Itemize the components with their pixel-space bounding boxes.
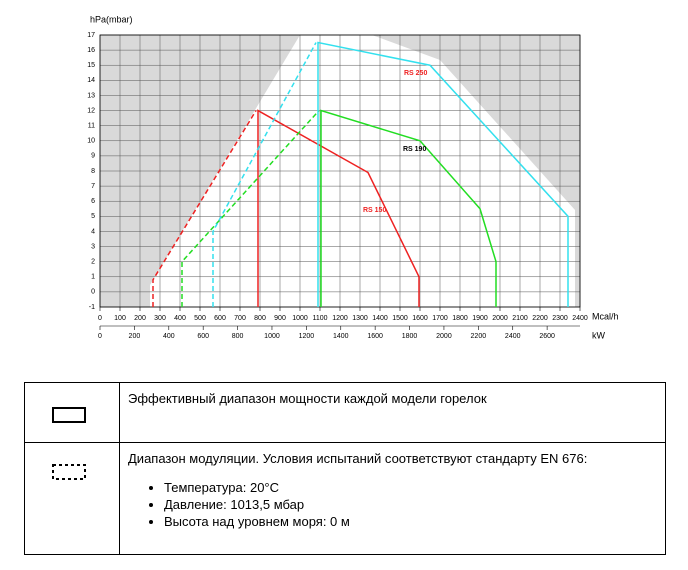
x-tick-label: 400: [174, 315, 186, 322]
dashed-icon: [52, 464, 86, 480]
x-tick-label: 900: [274, 315, 286, 322]
x-tick-label: 2300: [552, 315, 568, 322]
x2-tick-label: 800: [232, 333, 244, 340]
x-tick-label: 700: [234, 315, 246, 322]
x2-tick-label: 200: [129, 333, 141, 340]
x-tick-label: 1400: [372, 315, 388, 322]
x-tick-label: 1300: [352, 315, 368, 322]
y-tick-label: 8: [91, 168, 95, 175]
y-tick-label: 15: [87, 62, 95, 69]
x-tick-label: 2100: [512, 315, 528, 322]
x2-axis-label: kW: [592, 330, 606, 340]
modulation-line: [152, 110, 257, 307]
x2-tick-label: 2000: [436, 333, 452, 340]
x-tick-label: 1000: [292, 315, 308, 322]
icon-cell: [24, 382, 120, 443]
chart: hPa(mbar) Mcal/h kW -1012345678910111213…: [87, 14, 619, 340]
y-tick-label: 1: [91, 274, 95, 281]
modulation-line: [212, 42, 317, 307]
y-tick-label: 5: [91, 213, 95, 220]
x-tick-label: 500: [194, 315, 206, 322]
solid-icon: [52, 407, 86, 423]
x-tick-label: 1800: [452, 315, 468, 322]
x-tick-label: 200: [134, 315, 146, 322]
y-tick-label: 9: [91, 153, 95, 160]
x-axis-label: Mcal/h: [592, 311, 619, 321]
x2-tick-label: 1800: [402, 333, 418, 340]
x-tick-label: 1200: [332, 315, 348, 322]
x-tick-label: 1700: [432, 315, 448, 322]
y-tick-label: 10: [87, 138, 95, 145]
x-tick-label: 1100: [312, 315, 327, 322]
working-line: [320, 109, 497, 307]
x-tick-label: 800: [254, 315, 266, 322]
y-tick-label: -1: [89, 304, 95, 311]
x-tick-label: 300: [154, 315, 166, 322]
condition: Давление: 1013,5 мбар: [164, 497, 657, 512]
x2-tick-label: 1600: [367, 333, 383, 340]
condition: Температура: 20°C: [164, 480, 657, 495]
x2-tick-label: 1000: [264, 333, 280, 340]
legend-table: Эффективный диапазон мощности каждой мод…: [24, 382, 666, 555]
x2-tick-label: 400: [163, 333, 175, 340]
y-tick-label: 16: [87, 47, 95, 54]
x-tick-label: 2400: [572, 315, 588, 322]
y-tick-label: 6: [91, 198, 95, 205]
x2-tick-label: 1200: [299, 333, 315, 340]
series-label: RS 150: [363, 207, 386, 214]
x-tick-label: 600: [214, 315, 226, 322]
series-label: RS 190: [403, 146, 426, 153]
x-tick-label: 1500: [392, 315, 408, 322]
x-tick-label: 1900: [472, 315, 488, 322]
row-text: Диапазон модуляции. Условия испытаний со…: [128, 451, 588, 466]
conditions-list: Температура: 20°C Давление: 1013,5 мбар …: [128, 480, 657, 529]
x-tick-label: 2200: [532, 315, 548, 322]
y-tick-label: 13: [87, 92, 95, 99]
y-tick-label: 12: [87, 107, 95, 114]
x2-tick-label: 0: [98, 333, 102, 340]
working-line: [257, 109, 420, 307]
y-tick-label: 4: [91, 228, 95, 235]
x2-tick-label: 2600: [539, 333, 555, 340]
x2-tick-label: 600: [197, 333, 209, 340]
text-cell: Эффективный диапазон мощности каждой мод…: [119, 382, 666, 443]
y-tick-label: 17: [87, 32, 95, 39]
condition: Высота над уровнем моря: 0 м: [164, 514, 657, 529]
y-tick-label: 14: [87, 77, 95, 84]
row-text: Эффективный диапазон мощности каждой мод…: [128, 391, 487, 406]
y-tick-label: 3: [91, 243, 95, 250]
x-tick-label: 1600: [412, 315, 428, 322]
x-tick-label: 2000: [492, 315, 508, 322]
working-line: [317, 41, 569, 307]
x2-tick-label: 2200: [471, 333, 487, 340]
y-axis-label: hPa(mbar): [90, 14, 133, 24]
y-tick-label: 11: [88, 123, 95, 130]
series-label: RS 250: [404, 70, 427, 77]
y-tick-label: 0: [91, 289, 95, 296]
x2-tick-label: 2400: [505, 333, 521, 340]
x2-tick-label: 1400: [333, 333, 349, 340]
x-tick-label: 100: [114, 315, 126, 322]
text-cell: Диапазон модуляции. Условия испытаний со…: [119, 442, 666, 555]
icon-cell: [24, 442, 120, 555]
y-tick-label: 2: [91, 259, 95, 266]
y-tick-label: 7: [91, 183, 95, 190]
x-tick-label: 0: [98, 315, 102, 322]
